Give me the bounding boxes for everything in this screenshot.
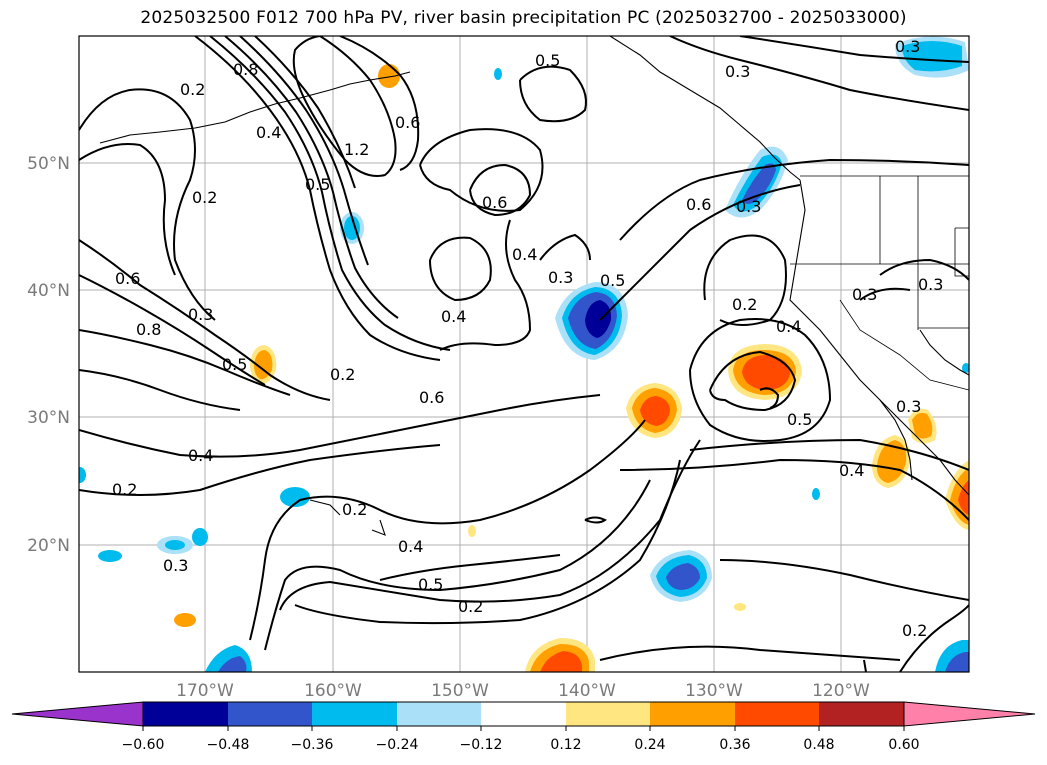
contour-label: 0.3 [896,397,921,416]
colorbar-segment [228,702,312,726]
colorbar-high-extension [903,701,1036,727]
contour-label: 0.2 [180,80,205,99]
contour-label: 0.3 [895,37,920,56]
colorbar-ticks [142,726,905,731]
contour-label: 0.4 [839,461,864,480]
contour-label: 0.2 [732,295,757,314]
lat-label: 20°N [27,536,70,556]
colorbar-tick-label: 0.12 [550,737,581,753]
contour-label: 1.2 [344,140,369,159]
negative-anomaly-bottom-right [935,640,969,672]
contour-label: 0.2 [192,188,217,207]
contour-label: 0.4 [256,123,281,142]
contour-label: 0.5 [305,175,330,194]
colorbar-tick-label: 0.24 [634,737,665,753]
lon-label: 150°W [431,681,489,701]
contour-label: 0.2 [112,480,137,499]
contour-label: 0.2 [330,365,355,384]
contour-label: 0.8 [136,320,161,339]
colorbar-segment [397,702,481,726]
colorbar-tick-labels: −0.60 −0.48 −0.36 −0.24 −0.12 0.12 0.24 … [122,737,920,753]
contour-label: 0.4 [188,446,213,465]
colorbar-tick-label: −0.12 [460,737,503,753]
contour-label: 0.6 [686,195,711,214]
contour-label: 0.5 [418,575,443,594]
colorbar-segment [650,702,735,726]
lon-label: 130°W [685,681,743,701]
political-borders [790,175,969,391]
positive-anomaly-bottom [525,638,595,672]
lat-label: 30°N [27,408,70,428]
negative-anomaly-bottom-left [205,645,252,672]
colorbar-low-extension [11,701,144,727]
coastlines [99,36,969,536]
lon-label: 170°W [176,681,234,701]
contour-label: 0.2 [458,597,483,616]
negative-anomaly-south [650,550,712,602]
contour-label: 0.5 [600,271,625,290]
contour-label: 0.4 [512,245,537,264]
contour-label: 0.5 [222,355,247,374]
lat-label: 40°N [27,281,70,301]
longitude-labels: 170°W 160°W 150°W 140°W 130°W 120°W [176,681,870,701]
contour-label: 0.3 [852,285,877,304]
contour-label: 0.6 [395,113,420,132]
contour-label: 0.3 [918,275,943,294]
colorbar-segment [735,702,819,726]
precip-anomaly-fills [79,36,969,672]
contour-label: 0.6 [115,269,140,288]
colorbar-tick-label: −0.24 [376,737,419,753]
colorbar-segment [819,702,904,726]
contour-label: 0.2 [342,500,367,519]
negative-anomaly-gulf-alaska [895,36,969,78]
contour-label: 0.8 [233,60,258,79]
colorbar-tick-label: 0.60 [888,737,919,753]
figure-title: 2025032500 F012 700 hPa PV, river basin … [140,8,907,28]
colorbar-tick-label: −0.36 [291,737,334,753]
lat-label: 50°N [27,154,70,174]
contour-labels: 0.3 0.5 0.3 0.8 0.2 0.4 1.2 0.6 0.5 0.6 … [112,37,943,640]
colorbar-segment [566,702,650,726]
contour-label: 0.2 [902,621,927,640]
contour-label: 0.6 [482,193,507,212]
contour-label: 0.5 [535,51,560,70]
contour-label: 0.5 [787,410,812,429]
colorbar-tick-label: 0.48 [803,737,834,753]
colorbar: −0.60 −0.48 −0.36 −0.24 −0.12 0.12 0.24 … [11,701,1036,753]
lon-label: 120°W [812,681,870,701]
contour-label: 0.3 [163,556,188,575]
contour-label: 0.3 [736,197,761,216]
colorbar-segment [481,702,566,726]
negative-anomaly-bc-coast [725,146,788,218]
negative-anomaly-central [555,282,628,360]
lon-label: 160°W [304,681,362,701]
colorbar-tick-label: −0.60 [122,737,165,753]
positive-anomaly-center-east [728,344,802,400]
colorbar-segment [312,702,397,726]
lon-label: 140°W [558,681,616,701]
contour-label: 0.4 [398,537,423,556]
colorbar-segment [143,702,228,726]
contour-label: 0.4 [441,307,466,326]
contour-label: 0.6 [419,388,444,407]
pv-contours [79,36,969,672]
contour-label: 0.3 [725,62,750,81]
colorbar-tick-label: 0.36 [719,737,750,753]
map-panel [79,36,969,672]
contour-label: 0.3 [188,305,213,324]
map-frame [78,35,970,673]
contour-label: 0.3 [548,268,573,287]
latitude-labels: 50°N 40°N 30°N 20°N [27,154,70,556]
contour-label: 0.4 [776,317,801,336]
colorbar-tick-label: −0.48 [207,737,250,753]
